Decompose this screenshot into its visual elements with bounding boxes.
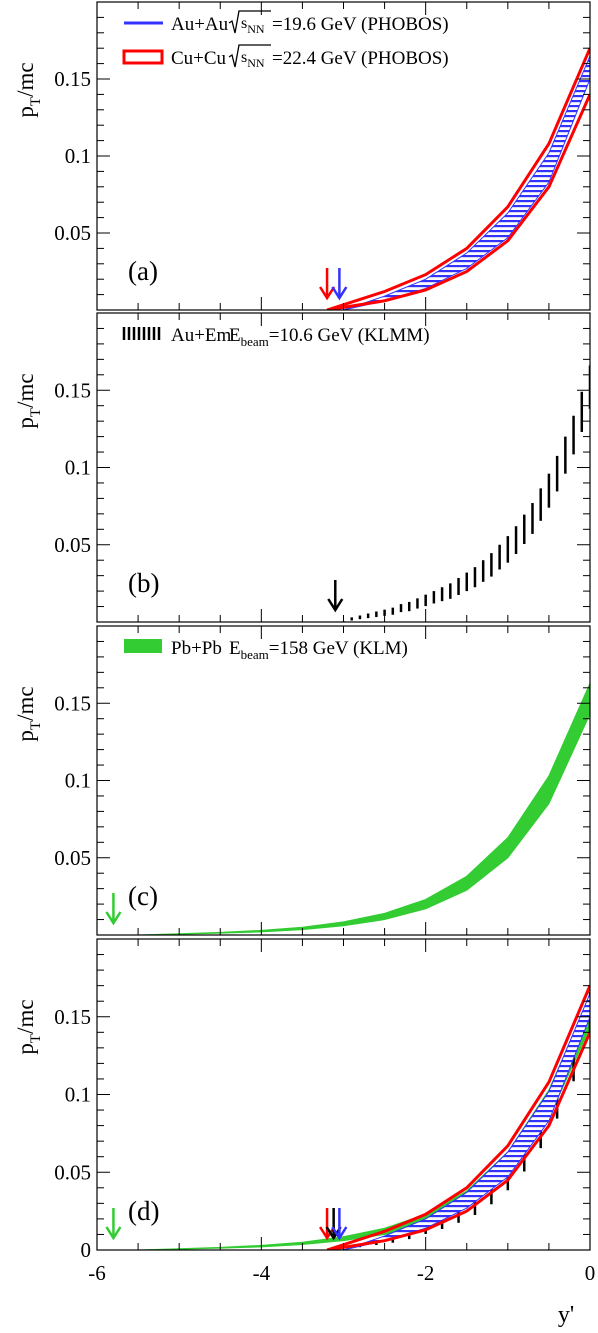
series-cu-cu-lower-edge: [326, 93, 590, 310]
plot-area: [326, 47, 590, 310]
plot-frame: [96, 312, 591, 623]
y-tick-label: 0.1: [65, 144, 91, 168]
y-tick-label: 0.15: [54, 67, 91, 91]
y-tick-label: 0.15: [54, 378, 91, 402]
series-cu-cu-lower-edge: [326, 1031, 590, 1250]
y-tick-label: 0.1: [65, 456, 91, 480]
panel-d: 0 0.05 0.1 0.15 pT/mc (d): [13, 938, 591, 1262]
x-tick-label: -4: [253, 1261, 271, 1285]
legend-sqrt-var: sNN: [241, 15, 265, 36]
legend-entry: Pb+Pb Ebeam=158 GeV (KLM): [124, 638, 408, 662]
plot-area: [342, 365, 590, 622]
arrow-marker: [327, 580, 344, 613]
series-pb-pb-band: [138, 682, 590, 935]
legend-energy: =22.4 GeV (PHOBOS): [272, 48, 449, 69]
legend-label: Au+Em: [171, 325, 232, 346]
legend-energy: Ebeam=158 GeV (KLM): [229, 638, 408, 662]
legend-label: Cu+Cu: [171, 48, 227, 69]
legend-energy: =19.6 GeV (PHOBOS): [272, 14, 449, 35]
panel-c: 0.05 0.1 0.15 pT/mc (c) Pb+Pb Ebeam=158 GeV (K…: [13, 625, 591, 936]
legend-entry: Cu+Cu sNN =22.4 GeV (PHOBOS): [122, 44, 449, 70]
y-axis-title: pT/mc: [13, 999, 44, 1054]
x-axis-title: y': [558, 1302, 574, 1328]
arrow-marker: [319, 268, 336, 301]
y-tick-label: 0.15: [54, 691, 91, 715]
y-tick-label: 0: [81, 1238, 92, 1262]
series-cu-cu-upper-edge: [326, 985, 590, 1250]
legend-energy: Ebeam=10.6 GeV (KLMM): [229, 325, 430, 349]
y-axis-title: pT/mc: [13, 686, 44, 741]
panel-a: 0.05 0.1 0.15 pT/mc (a) Au+Au sNN =19.6 GeV (PH…: [13, 1, 591, 311]
panel-label: (a): [128, 256, 158, 286]
panel-label: (b): [128, 568, 159, 598]
legend-label: Au+Au: [171, 14, 229, 35]
plot-frame: [96, 938, 591, 1251]
y-tick-label: 0.05: [54, 846, 91, 870]
arrow-marker: [105, 893, 122, 926]
arrow-marker: [331, 268, 348, 301]
x-tick-label: -2: [417, 1261, 435, 1285]
y-axis-title: pT/mc: [13, 62, 44, 117]
series-au-au-band: [343, 993, 590, 1250]
y-tick-label: 0.15: [54, 1005, 91, 1029]
plot-area: [138, 682, 590, 935]
plot-frame: [96, 625, 591, 936]
x-tick-label: -6: [88, 1261, 106, 1285]
plot-area: [138, 985, 590, 1250]
series-au-au-band: [343, 55, 590, 310]
y-tick-label: 0.1: [65, 769, 91, 793]
panel-label: (d): [128, 1196, 159, 1226]
y-tick-label: 0.1: [65, 1083, 91, 1107]
panel-label: (c): [128, 881, 158, 911]
legend-entry: Au+Au sNN =19.6 GeV (PHOBOS): [124, 10, 449, 36]
y-tick-label: 0.05: [54, 533, 91, 557]
legend-sqrt-var: sNN: [241, 49, 265, 70]
arrow-marker: [105, 1208, 122, 1241]
series-cu-cu-upper-edge: [326, 47, 590, 310]
arrow-marker: [331, 1208, 348, 1241]
y-axis-title: pT/mc: [13, 373, 44, 428]
y-tick-label: 0.05: [54, 221, 91, 245]
y-tick-label: 0.05: [54, 1160, 91, 1184]
arrow-marker: [319, 1208, 336, 1241]
x-tick-label: 0: [585, 1261, 596, 1285]
legend-label: Pb+Pb: [171, 638, 222, 659]
